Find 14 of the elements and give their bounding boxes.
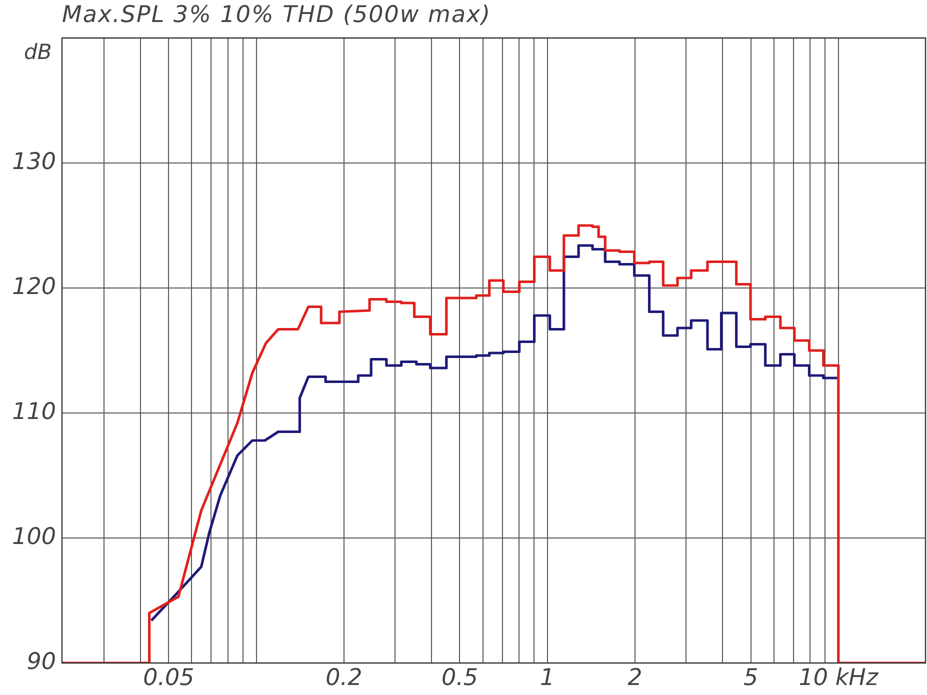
y-tick-label: 130	[12, 148, 56, 175]
x-tick-label: 10 kHz	[798, 664, 879, 691]
x-tick-label: 0.5	[441, 664, 478, 691]
y-axis-title: dB	[24, 40, 52, 64]
y-tick-label: 110	[12, 398, 56, 425]
x-tick-label: 0.2	[326, 664, 362, 691]
chart-title: Max.SPL 3% 10% THD (500w max)	[62, 2, 492, 28]
x-tick-label: 2	[628, 664, 642, 691]
x-tick-label: 5	[743, 664, 758, 691]
y-tick-label: 90	[26, 648, 56, 675]
y-tick-label: 120	[12, 274, 56, 300]
x-tick-label: 1	[540, 664, 555, 691]
x-tick-label: 0.05	[143, 664, 194, 691]
y-tick-label: 100	[12, 524, 56, 550]
